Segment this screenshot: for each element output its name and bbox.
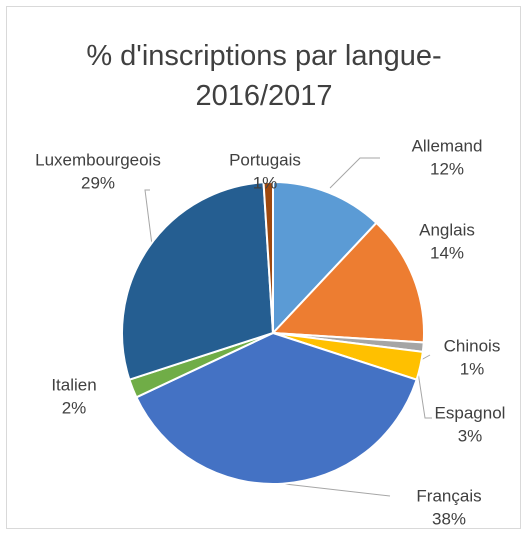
slice-label: Français: [416, 486, 481, 505]
leader-line: [417, 371, 432, 419]
slice-value-label: 2%: [62, 398, 87, 417]
leader-line: [284, 483, 391, 497]
pie-slice: [272, 180, 378, 336]
leader-line: [144, 189, 153, 246]
pie-slice: [121, 181, 275, 381]
slice-label: Espagnol: [435, 403, 506, 422]
slice-label: Anglais: [419, 220, 475, 239]
slice-value-label: 29%: [81, 173, 115, 192]
slice-value-label: 1%: [460, 359, 485, 378]
slice-value-label: 12%: [430, 159, 464, 178]
pie-slice: [270, 221, 425, 344]
slice-value-label: 1%: [253, 173, 278, 192]
slice-label: Luxembourgeois: [35, 150, 161, 169]
slice-label: Allemand: [412, 136, 483, 155]
slice-value-label: 14%: [430, 243, 464, 262]
slice-label: Italien: [51, 375, 96, 394]
slice-value-label: 3%: [458, 426, 483, 445]
slice-value-label: 38%: [432, 509, 466, 528]
slice-label: Portugais: [229, 150, 301, 169]
chart-title: % d'inscriptions par langue- 2016/2017: [86, 40, 442, 112]
pie-slice: [262, 180, 274, 334]
leader-line: [329, 157, 380, 189]
slice-label: Chinois: [444, 336, 501, 355]
pie-slice: [135, 331, 418, 485]
